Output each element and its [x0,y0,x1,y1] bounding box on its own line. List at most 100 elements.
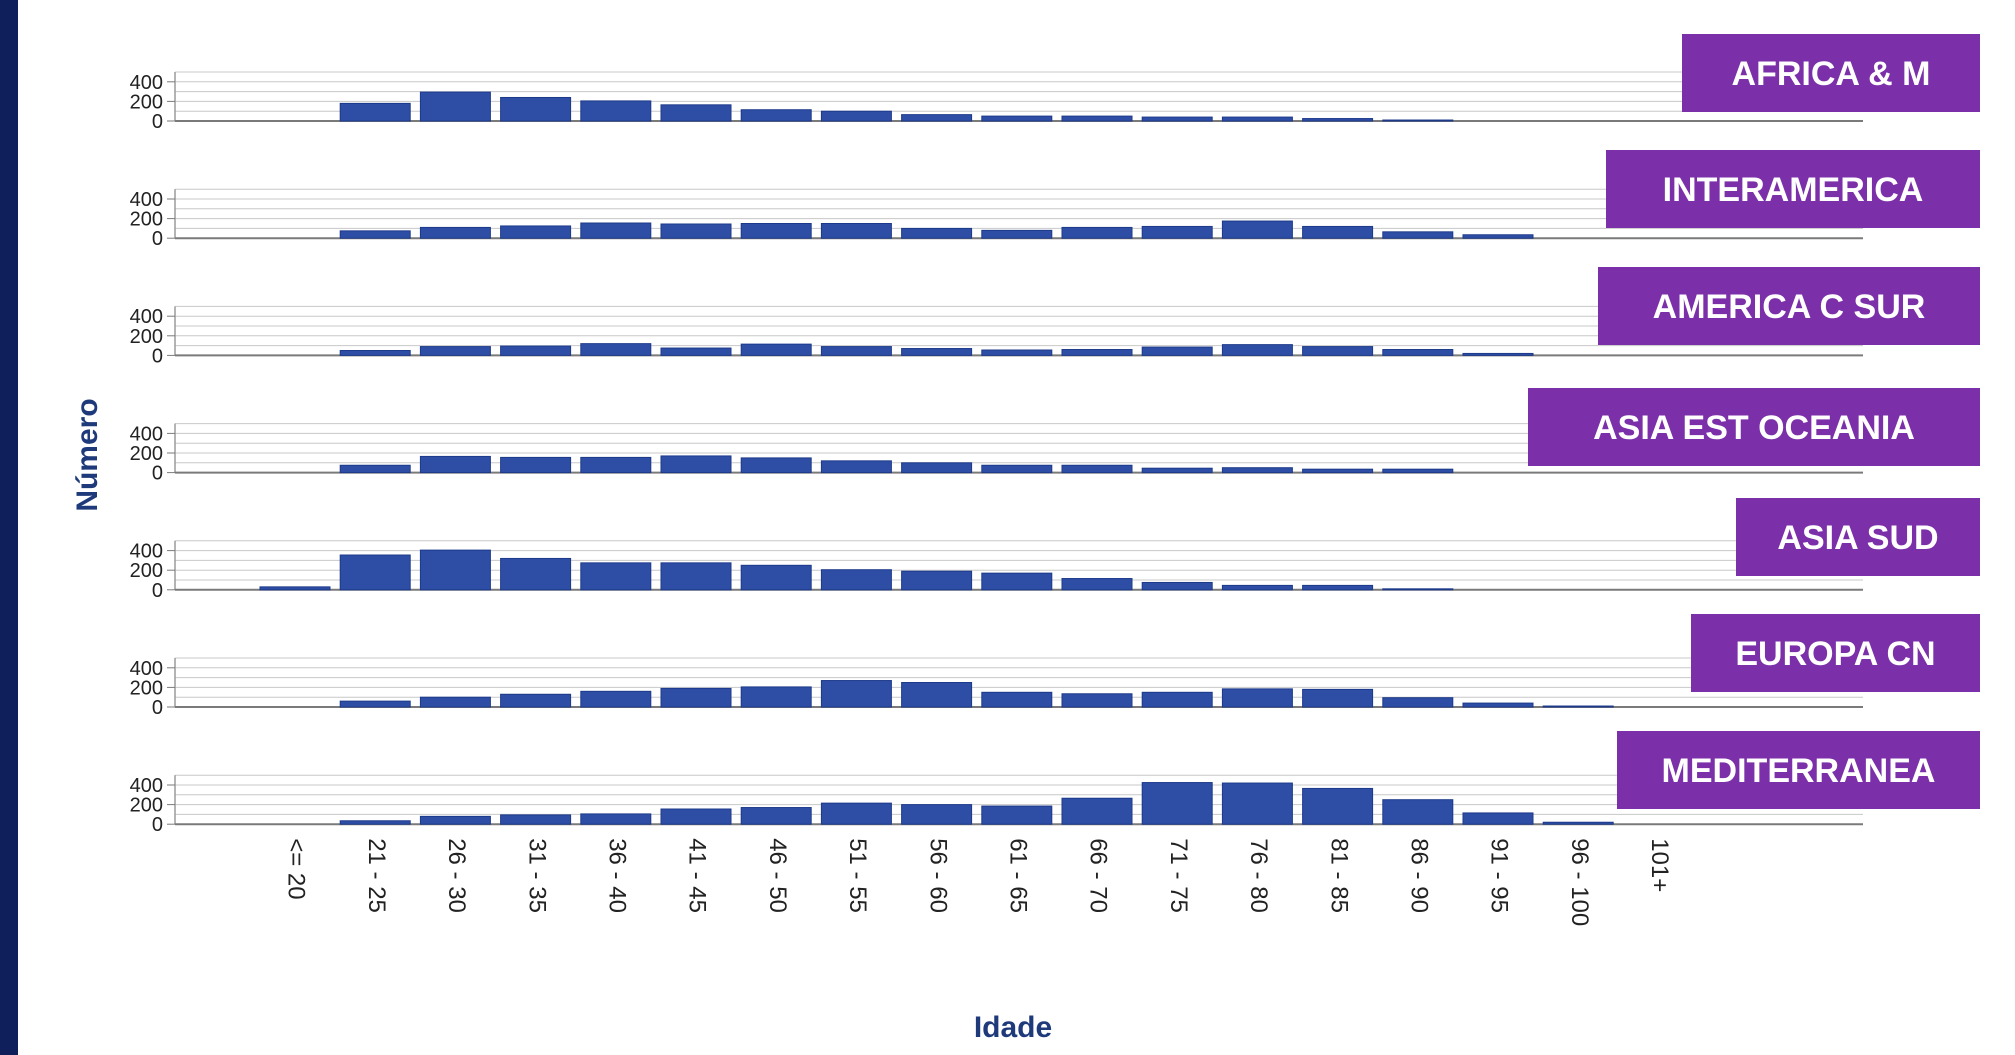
bar [339,464,411,474]
bar [580,100,652,122]
bar [901,570,973,591]
x-tick-label: 96 - 100 [1566,838,1593,926]
y-tick-label: 400 [130,72,163,94]
bar [981,464,1053,474]
region-label-box [1606,150,1980,228]
bar [740,457,812,474]
bar [580,343,652,356]
bar [1221,220,1293,239]
region-label-6: EUROPA CN [1691,614,1980,692]
bar [740,109,812,122]
bar [1141,346,1213,356]
bar [500,814,572,825]
bar [1221,344,1293,356]
y-tick-label: 0 [152,697,163,719]
x-tick-label: 61 - 65 [1004,838,1031,913]
bar [1141,467,1213,474]
bar [580,562,652,591]
bar [1302,468,1374,474]
bar [1302,787,1374,825]
bar [981,572,1053,591]
bar [419,226,491,239]
bar [660,562,732,591]
bar [1221,782,1293,825]
y-tick-label: 0 [152,111,163,133]
bar [740,343,812,356]
x-tick-label: 91 - 95 [1486,838,1513,913]
y-tick-label: 400 [130,775,163,797]
bar [339,700,411,708]
bar [901,114,973,122]
bar [580,813,652,825]
bar [740,223,812,239]
bar [981,691,1053,708]
region-label-box [1682,34,1980,112]
region-label-text: ASIA SUD [1777,519,1938,557]
y-tick-label: 0 [152,814,163,836]
bar [820,346,892,356]
bar [820,223,892,239]
bar [740,564,812,591]
bar [1542,705,1614,708]
x-tick-label: 101+ [1646,838,1673,892]
bar [820,569,892,591]
bar [1061,349,1133,356]
bar [339,102,411,122]
y-tick-label: 200 [130,326,163,348]
bar [1382,119,1454,122]
y-tick-label: 400 [130,423,163,445]
x-tick-label: 21 - 25 [363,838,390,913]
y-tick-label: 0 [152,580,163,602]
bar [1221,116,1293,122]
y-tick-label: 0 [152,228,163,250]
bar [1061,115,1133,122]
bar [1382,468,1454,474]
bar [1061,693,1133,708]
bar [740,686,812,708]
bar [1462,702,1534,708]
histogram-chart: 0200400020040002004000200400020040002004… [130,34,1980,926]
bar [1462,352,1534,356]
bar [500,557,572,591]
region-label-5: ASIA SUD [1736,498,1980,576]
bar [580,456,652,474]
bar [660,687,732,708]
bar [660,104,732,122]
bar [1302,225,1374,239]
y-tick-label: 200 [130,677,163,699]
bar [820,680,892,708]
bar [981,115,1053,122]
region-label-3: AMERICA C SUR [1598,267,1980,345]
bar [1302,584,1374,591]
region-label-text: AFRICA & M [1732,55,1931,93]
y-tick-label: 200 [130,91,163,113]
bar [500,456,572,474]
x-tick-label: <= 20 [283,838,310,899]
bar [339,554,411,591]
bar [1221,467,1293,474]
bar [660,223,732,239]
bar [419,91,491,122]
x-axis-title: Idade [973,1011,1053,1044]
y-tick-label: 200 [130,560,163,582]
bar [660,347,732,356]
x-tick-label: 81 - 85 [1325,838,1352,913]
y-tick-label: 0 [152,345,163,367]
x-tick-label: 36 - 40 [603,838,630,913]
bar [339,230,411,239]
bar [660,455,732,474]
y-tick-label: 400 [130,306,163,328]
bar [1382,697,1454,708]
x-tick-label: 26 - 30 [443,838,470,913]
x-tick-label: 31 - 35 [523,838,550,913]
bar [660,808,732,825]
x-tick-label: 86 - 90 [1405,838,1432,913]
region-label-box [1617,731,1980,809]
